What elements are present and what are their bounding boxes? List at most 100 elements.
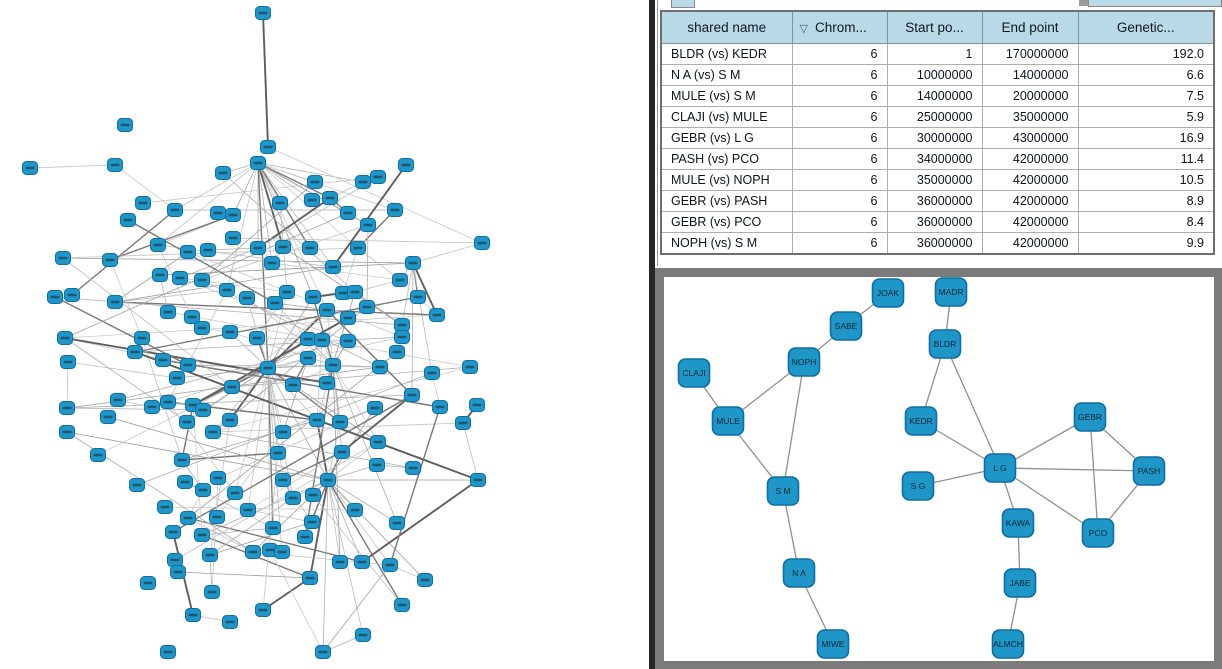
graph-node[interactable] [170,565,186,579]
graph-node[interactable] [370,435,386,449]
graph-node[interactable] [260,361,276,375]
graph-node[interactable] [350,241,366,255]
graph-node[interactable] [275,240,291,254]
graph-node[interactable] [64,288,80,302]
graph-node[interactable] [210,206,226,220]
graph-node[interactable] [304,515,320,529]
graph-node[interactable] [315,645,331,659]
table-row[interactable]: N A (vs) S M 6 10000000 14000000 6.6 [660,64,1215,86]
column-header-4[interactable]: Genetic... [1077,10,1215,44]
graph-node[interactable] [304,193,320,207]
graph-node[interactable] [205,425,221,439]
graph-node[interactable] [200,243,216,257]
graph-node[interactable] [250,241,266,255]
scrollbar-fragment-left[interactable] [671,0,695,8]
column-header-0[interactable]: shared name [660,10,793,44]
graph-node[interactable]: KAWA [1001,508,1035,538]
table-row[interactable]: GEBR (vs) PASH 6 36000000 42000000 8.9 [660,190,1215,212]
graph-node[interactable] [110,393,126,407]
graph-node[interactable] [210,471,226,485]
graph-node[interactable] [302,571,318,585]
graph-node[interactable] [202,548,218,562]
graph-node[interactable] [335,286,351,300]
graph-node[interactable] [297,530,313,544]
scrollbar-fragment-right[interactable] [1088,0,1222,7]
graph-node[interactable] [60,355,76,369]
graph-node[interactable] [245,545,261,559]
graph-node[interactable] [100,410,116,424]
graph-edge[interactable] [999,467,1150,472]
graph-node[interactable]: JOAK [871,278,905,308]
graph-node[interactable] [405,256,421,270]
graph-node[interactable] [404,388,420,402]
graph-node[interactable] [424,366,440,380]
graph-node[interactable] [275,473,291,487]
graph-node[interactable]: MADR [934,277,968,307]
graph-node[interactable] [325,358,341,372]
graph-node[interactable] [429,308,445,322]
graph-node[interactable] [107,295,123,309]
graph-node[interactable] [462,360,478,374]
graph-node[interactable] [250,156,266,170]
graph-node[interactable] [194,273,210,287]
graph-node[interactable] [222,615,238,629]
graph-node[interactable] [150,238,166,252]
graph-node[interactable] [180,511,196,525]
graph-node[interactable]: ALMCH [991,629,1025,659]
graph-node[interactable] [274,545,290,559]
graph-node[interactable] [334,445,350,459]
graph-node[interactable] [135,196,151,210]
graph-node[interactable] [249,331,265,345]
graph-node[interactable] [325,260,341,274]
graph-node[interactable]: PCO [1081,518,1115,548]
graph-node[interactable]: JABE [1003,568,1037,598]
graph-node[interactable] [340,206,356,220]
graph-node[interactable] [127,345,143,359]
graph-node[interactable] [320,473,336,487]
graph-node[interactable] [455,416,471,430]
table-row[interactable]: NOPH (vs) S M 6 36000000 42000000 9.9 [660,232,1215,255]
graph-node[interactable]: S G [901,471,935,501]
graph-node[interactable] [134,331,150,345]
graph-node[interactable] [59,425,75,439]
graph-node[interactable] [354,555,370,569]
graph-node[interactable] [398,158,414,172]
graph-node[interactable] [474,236,490,250]
graph-node[interactable] [355,628,371,642]
graph-node[interactable] [177,475,193,489]
graph-node[interactable] [90,448,106,462]
graph-node[interactable] [174,453,190,467]
graph-node[interactable] [417,573,433,587]
graph-node[interactable] [180,245,196,259]
graph-node[interactable] [165,525,181,539]
graph-node[interactable] [340,311,356,325]
graph-node[interactable] [389,345,405,359]
graph-node[interactable] [469,398,485,412]
graph-node[interactable] [59,401,75,415]
graph-node[interactable] [285,491,301,505]
graph-node[interactable] [219,283,235,297]
graph-node[interactable] [264,256,280,270]
graph-node[interactable] [172,271,188,285]
graph-node[interactable] [394,598,410,612]
graph-node[interactable] [215,166,231,180]
graph-node[interactable] [160,305,176,319]
graph-node[interactable] [204,585,220,599]
graph-node[interactable]: CLAJI [677,358,711,388]
graph-node[interactable] [184,310,200,324]
graph-node[interactable] [394,330,410,344]
graph-node[interactable] [275,425,291,439]
graph-node[interactable] [285,378,301,392]
table-row[interactable]: MULE (vs) NOPH 6 35000000 42000000 10.5 [660,169,1215,191]
graph-node[interactable] [432,400,448,414]
graph-node[interactable] [167,203,183,217]
graph-node[interactable] [370,170,386,184]
graph-node[interactable] [194,321,210,335]
graph-node[interactable] [117,118,133,132]
graph-node[interactable] [300,351,316,365]
graph-node[interactable] [255,603,271,617]
graph-node[interactable] [222,325,238,339]
graph-edge[interactable] [999,467,1099,534]
graph-node[interactable] [155,353,171,367]
graph-node[interactable] [360,218,376,232]
